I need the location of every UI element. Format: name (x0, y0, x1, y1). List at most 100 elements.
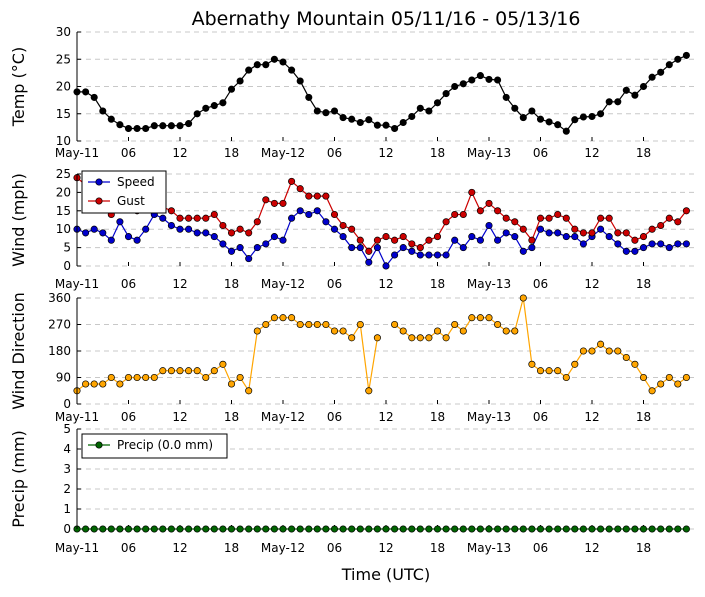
data-point (399, 118, 407, 127)
data-point (545, 525, 553, 533)
data-point (373, 525, 381, 533)
data-point (622, 353, 630, 362)
x-tick-label: 18 (224, 541, 239, 555)
data-point (399, 233, 407, 241)
data-point (185, 367, 193, 375)
data-point (502, 229, 510, 237)
data-point (519, 114, 527, 122)
data-point (459, 244, 467, 252)
data-point (485, 221, 493, 230)
x-tick-label: 18 (430, 146, 445, 160)
x-tick-label: 12 (584, 277, 599, 291)
legend: Speed Gust (81, 170, 167, 214)
data-point (262, 196, 270, 204)
data-point (554, 121, 562, 129)
data-point (545, 367, 553, 375)
data-point (270, 525, 278, 533)
data-point (416, 244, 424, 252)
x-tick-label: 18 (636, 146, 651, 160)
data-point (519, 525, 527, 533)
x-axis-label: Time (UTC) (341, 565, 430, 584)
data-point (648, 240, 656, 248)
x-tick-label: May-12 (261, 277, 305, 291)
data-point (485, 314, 493, 322)
data-point (133, 525, 141, 533)
data-point (597, 225, 605, 233)
data-point (451, 210, 459, 219)
data-point (657, 68, 665, 76)
data-point (150, 122, 158, 130)
legend-box (81, 433, 228, 459)
data-point (468, 314, 476, 322)
data-point (459, 210, 467, 219)
data-point (674, 380, 682, 388)
data-point (279, 314, 287, 322)
data-point (339, 221, 347, 230)
data-point (245, 525, 253, 533)
data-point (219, 240, 227, 248)
data-point (296, 320, 304, 329)
data-point (339, 114, 347, 122)
data-point (107, 373, 115, 382)
x-tick-label: 18 (430, 410, 445, 424)
x-tick-label: May-12 (261, 146, 305, 160)
legend-marker (95, 178, 103, 186)
data-point (90, 380, 98, 388)
data-point (245, 255, 253, 263)
data-point (614, 347, 622, 355)
x-tick-label: 06 (327, 541, 342, 555)
data-point (502, 525, 510, 533)
data-point (399, 525, 407, 533)
data-point (476, 72, 484, 80)
data-point (253, 61, 261, 69)
data-point (442, 218, 450, 226)
data-point (288, 525, 296, 533)
x-tick-label: 12 (378, 541, 393, 555)
data-point (253, 244, 261, 252)
data-point (451, 236, 459, 244)
x-tick-label: 06 (533, 146, 548, 160)
data-point (511, 218, 519, 226)
data-point (227, 525, 236, 533)
data-point (665, 244, 673, 252)
data-point (408, 525, 416, 533)
data-point (674, 525, 682, 533)
y-tick-label: 20 (56, 185, 71, 199)
data-point (425, 334, 433, 342)
data-point (167, 367, 175, 375)
y-axis-label: Temp (°C) (9, 47, 28, 127)
data-point (236, 225, 244, 233)
data-point (99, 380, 107, 388)
data-point (391, 124, 399, 133)
data-point (442, 525, 450, 533)
data-point (330, 210, 339, 219)
data-point (494, 207, 502, 215)
data-point (176, 525, 184, 533)
data-point (262, 61, 270, 69)
data-point (588, 229, 596, 237)
data-point (348, 115, 356, 123)
data-point (270, 233, 278, 241)
data-point (494, 320, 502, 329)
x-tick-label: May-11 (55, 410, 99, 424)
data-point (622, 229, 630, 237)
series-line-3 (73, 294, 690, 395)
data-point (348, 525, 356, 533)
data-point (605, 214, 613, 222)
data-point (176, 214, 184, 222)
data-point (133, 124, 141, 133)
data-point (519, 294, 527, 302)
data-point (502, 214, 510, 222)
data-point (665, 61, 673, 69)
data-point (442, 334, 450, 342)
data-point (476, 207, 484, 215)
data-point (665, 525, 673, 533)
data-point (236, 77, 244, 85)
data-point (631, 247, 639, 255)
data-point (605, 525, 613, 533)
data-point (579, 347, 587, 355)
data-point (554, 367, 562, 375)
data-point (124, 124, 133, 133)
data-point (571, 225, 579, 233)
data-point (648, 387, 656, 395)
